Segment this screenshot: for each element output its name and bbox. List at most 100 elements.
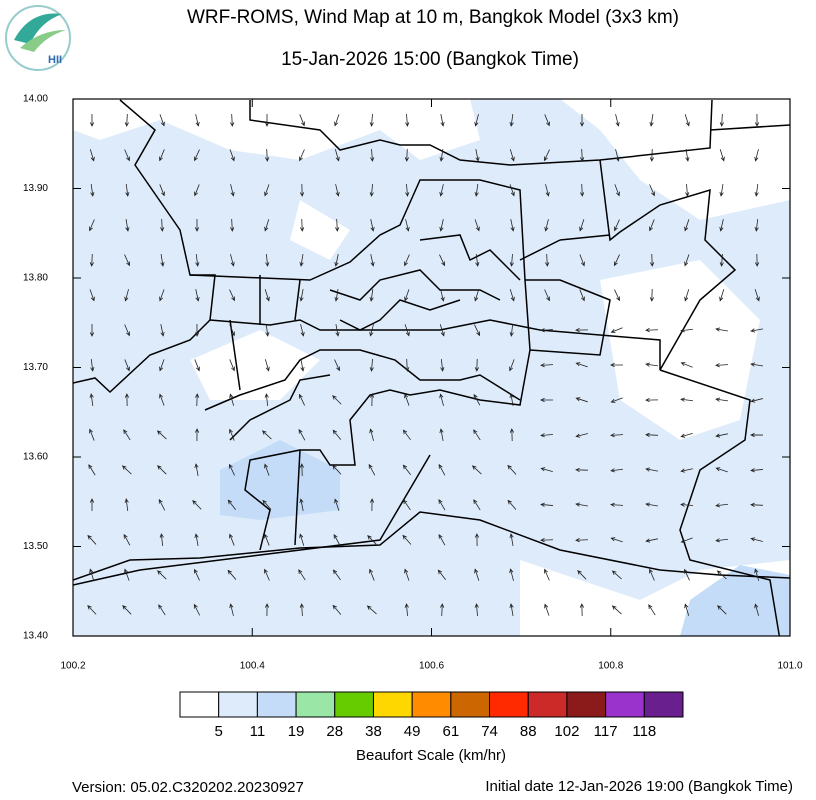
wind-arrow [540, 467, 553, 473]
wind-arrow [88, 464, 96, 476]
colorbar-box [179, 691, 220, 718]
wind-arrows [87, 113, 764, 617]
map-area [73, 99, 790, 636]
wind-arrow [160, 254, 165, 267]
colorbar-label: 88 [520, 723, 537, 740]
wind-arrow [332, 464, 342, 475]
wind-arrow [332, 569, 341, 581]
wind-arrow [438, 499, 446, 511]
wind-arrow [575, 433, 588, 438]
wind-arrow [540, 502, 554, 507]
wind-arrow [545, 184, 550, 197]
wind-arrow [540, 328, 554, 333]
wind-arrow [89, 219, 95, 232]
wind-arrow [370, 148, 375, 162]
x-tick-label: 100.8 [598, 661, 623, 672]
colorbar: 5 11 19 28 38 49 61 74 88 102 117 118 [179, 691, 684, 740]
wind-arrow [509, 253, 514, 267]
wind-arrow [404, 568, 410, 581]
wind-arrow [195, 393, 200, 407]
wind-arrow [264, 184, 270, 197]
wind-arrow [405, 358, 410, 372]
wind-arrow [645, 328, 659, 333]
wind-arrow [89, 568, 95, 581]
wind-arrow [614, 184, 620, 197]
wind-arrow [370, 254, 375, 267]
wind-arrow [684, 289, 690, 302]
colorbar-box [643, 691, 684, 718]
colorbar-title: Beaufort Scale (km/hr) [356, 747, 506, 764]
wind-arrow [715, 467, 728, 473]
axes: 100.2 100.4 100.6 100.8 101.0 13.40 13.50 13.60… [23, 94, 803, 672]
colorbar-label: 61 [443, 723, 460, 740]
wind-arrow [509, 323, 514, 337]
wind-arrow [370, 219, 375, 232]
wind-arrow [439, 149, 444, 162]
wind-arrow [473, 499, 481, 511]
wind-arrow [750, 398, 763, 403]
wind-arrow [750, 328, 763, 333]
wind-arrow [579, 289, 585, 302]
wind-arrow [89, 393, 94, 406]
wind-arrow [754, 113, 760, 127]
wind-arrow [159, 114, 165, 127]
wind-arrow [194, 184, 200, 197]
colorbar-box [566, 691, 607, 718]
wind-arrow [754, 568, 760, 581]
wind-arrow [540, 538, 554, 543]
wind-arrow [89, 428, 95, 441]
wind-arrow [125, 184, 130, 197]
wind-arrow [404, 393, 410, 406]
wind-arrow [680, 537, 693, 543]
wind-arrow [158, 498, 166, 511]
wind-arrow [264, 533, 270, 546]
wind-arrow [333, 533, 341, 546]
wind-arrow [404, 324, 410, 337]
wind-arrow [157, 465, 167, 475]
wind-arrow [649, 568, 655, 581]
wind-arrow [719, 149, 725, 162]
wind-arrow [195, 289, 200, 302]
y-tick-label: 13.90 [23, 183, 48, 194]
wind-arrow [89, 289, 95, 302]
wind-arrow [437, 569, 446, 580]
wind-arrow [685, 149, 690, 162]
wind-arrow [509, 359, 515, 372]
wind-arrow [229, 393, 235, 406]
wind-arrow [89, 113, 95, 127]
wind-arrow [717, 605, 727, 615]
wind-arrow [715, 433, 728, 438]
wind-arrow [334, 498, 340, 511]
wind-arrow [680, 328, 694, 333]
wind-arrow [473, 393, 481, 406]
wind-arrow [719, 289, 725, 302]
wind-arrow [575, 502, 588, 507]
wind-arrow [298, 428, 306, 441]
colorbar-box [411, 691, 452, 718]
wind-arrow [475, 253, 480, 267]
initial-date: Initial date 12-Jan-2026 19:00 (Bangkok … [485, 778, 793, 795]
y-tick-label: 13.80 [23, 273, 48, 284]
wind-arrow [230, 254, 235, 267]
wind-arrow [123, 429, 131, 441]
wind-arrow [614, 219, 620, 232]
wind-arrow [194, 218, 200, 232]
wind-arrow [509, 568, 514, 581]
wind-arrow [439, 393, 444, 406]
wind-arrow [540, 433, 554, 438]
wind-arrow [439, 254, 446, 267]
colorbar-box [450, 691, 491, 718]
wind-arrow [544, 603, 550, 616]
wind-arrow [402, 464, 411, 476]
wind-arrow [404, 289, 410, 302]
colorbar-label: 118 [632, 723, 656, 740]
wind-arrow [645, 432, 659, 437]
wind-arrow [230, 184, 235, 197]
wind-arrow [195, 253, 200, 267]
wind-arrow [754, 603, 760, 616]
wind-arrow [264, 568, 270, 581]
wind-arrow [264, 463, 270, 476]
wind-arrow [649, 114, 654, 127]
wind-arrow [194, 359, 200, 372]
colorbar-box [256, 691, 297, 718]
